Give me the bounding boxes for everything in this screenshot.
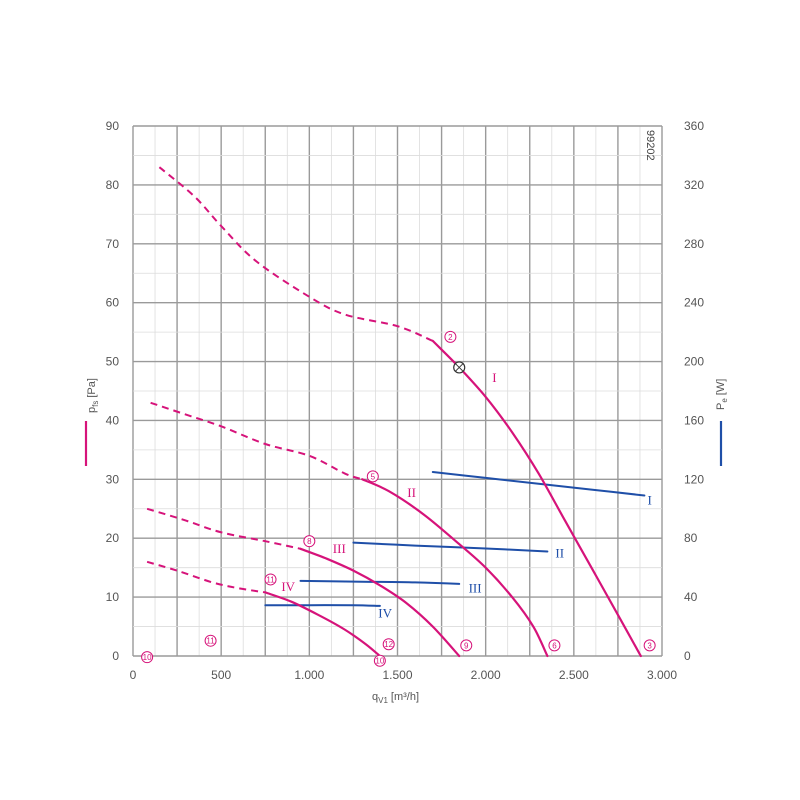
circled-mark: 6 (548, 639, 561, 652)
right-tick-label: 200 (684, 355, 704, 369)
circled-mark-label: 6 (552, 641, 557, 650)
circled-mark: 8 (303, 535, 316, 548)
right-tick-label: 320 (684, 178, 704, 192)
pressure-curve-iii-dashed (146, 507, 301, 550)
left-tick-label: 40 (106, 413, 120, 427)
circled-mark: 10 (141, 651, 154, 664)
circled-mark-ring (643, 639, 656, 652)
right-tick-label: 120 (684, 472, 704, 486)
right-tick-label: 160 (684, 413, 704, 427)
grid (132, 125, 663, 657)
left-tick-label: 10 (106, 590, 120, 604)
operating-point-cross (455, 363, 464, 372)
circled-mark-ring (141, 651, 154, 664)
circled-mark: 12 (382, 638, 395, 651)
power-curves (264, 471, 646, 607)
circled-mark: 5 (366, 470, 379, 483)
pressure-curve-i-solid (431, 339, 642, 658)
right-tick-label: 0 (684, 649, 691, 663)
circled-mark-label: 12 (384, 640, 393, 649)
pressure-curve-label: I (492, 370, 496, 385)
x-axis-ticks: 0 500 1.000 1.500 2.000 2.500 3.000 (130, 668, 678, 682)
circled-mark: 11 (204, 634, 217, 647)
x-tick-label: 500 (211, 668, 231, 682)
pressure-curve-ii-solid (361, 478, 549, 658)
circled-mark-label: 5 (371, 472, 376, 481)
right-tick-label: 80 (684, 531, 698, 545)
left-axis-ticks: 0 10 20 30 40 50 60 70 80 90 (106, 119, 120, 663)
circled-mark-label: 10 (143, 653, 152, 662)
circled-mark: 3 (643, 639, 656, 652)
circled-mark: 10 (373, 654, 386, 667)
circled-mark-label: 8 (307, 537, 312, 546)
circled-marks: 2 5 8 11 3 6 9 12 11 10 10 (141, 330, 656, 667)
circled-mark-label: 10 (375, 657, 384, 666)
left-tick-label: 30 (106, 472, 120, 486)
power-curve-iv (264, 604, 381, 607)
circled-mark: 9 (460, 639, 473, 652)
pressure-curve-label: IV (281, 579, 295, 594)
x-tick-label: 3.000 (647, 668, 677, 682)
circled-mark-label: 2 (448, 333, 453, 342)
circled-mark-ring (303, 535, 316, 548)
x-tick-label: 1.500 (382, 668, 412, 682)
left-tick-label: 20 (106, 531, 120, 545)
left-tick-label: 80 (106, 178, 120, 192)
circled-mark-ring (366, 470, 379, 483)
x-tick-label: 0 (130, 668, 137, 682)
left-tick-label: 0 (112, 649, 119, 663)
circled-mark-ring (264, 573, 277, 586)
x-axis-title: qV1 [m³/h] (372, 691, 419, 705)
circled-mark-ring (444, 330, 457, 343)
pressure-curve-iv-solid (264, 591, 381, 658)
circled-mark-ring (373, 654, 386, 667)
power-curve-label: IV (378, 606, 392, 621)
power-curve-label: I (647, 492, 651, 507)
pressure-curve-iv-dashed (146, 560, 266, 594)
circled-mark-ring (204, 634, 217, 647)
svg-text:99202: 99202 (644, 130, 656, 161)
x-tick-label: 2.500 (559, 668, 589, 682)
circled-mark-label: 9 (464, 641, 469, 650)
left-tick-label: 90 (106, 119, 120, 133)
x-tick-label: 2.000 (471, 668, 501, 682)
right-axis-title: Pe[W] (715, 379, 729, 410)
svg-text:pfs[Pa]: pfs[Pa] (86, 378, 100, 413)
circled-mark: 11 (264, 573, 277, 586)
right-tick-label: 360 (684, 119, 704, 133)
left-tick-label: 70 (106, 237, 120, 251)
pressure-curve-ii-dashed (150, 401, 363, 481)
figure-id: 99202 (644, 130, 656, 161)
circled-mark-ring (382, 638, 395, 651)
left-tick-label: 50 (106, 355, 120, 369)
circled-mark-ring (460, 639, 473, 652)
circled-mark-label: 11 (206, 637, 215, 646)
circled-mark: 2 (444, 330, 457, 343)
circled-mark-ring (548, 639, 561, 652)
circled-mark-label: 3 (647, 641, 652, 650)
pressure-curves (146, 166, 642, 658)
power-curve-i (431, 471, 646, 497)
right-tick-label: 40 (684, 590, 698, 604)
right-axis-ticks: 0 40 80 120 160 200 240 280 320 360 (684, 119, 704, 663)
left-tick-label: 60 (106, 296, 120, 310)
pressure-curve-i-dashed (158, 166, 434, 342)
pressure-curve-iii-solid (299, 547, 461, 658)
operating-point-marker (453, 361, 466, 374)
svg-text:Pe[W]: Pe[W] (715, 379, 729, 410)
left-axis-title: pfs[Pa] (86, 378, 100, 413)
circled-mark-label: 11 (266, 575, 275, 584)
right-tick-label: 240 (684, 296, 704, 310)
power-curve-label: III (469, 581, 482, 596)
pressure-curve-label: III (333, 541, 346, 556)
right-tick-label: 280 (684, 237, 704, 251)
power-curve-label: II (555, 545, 564, 560)
x-tick-label: 1.000 (294, 668, 324, 682)
pressure-curve-label: II (407, 485, 416, 500)
power-curve-iii (299, 579, 461, 585)
power-curve-ii (352, 541, 549, 553)
